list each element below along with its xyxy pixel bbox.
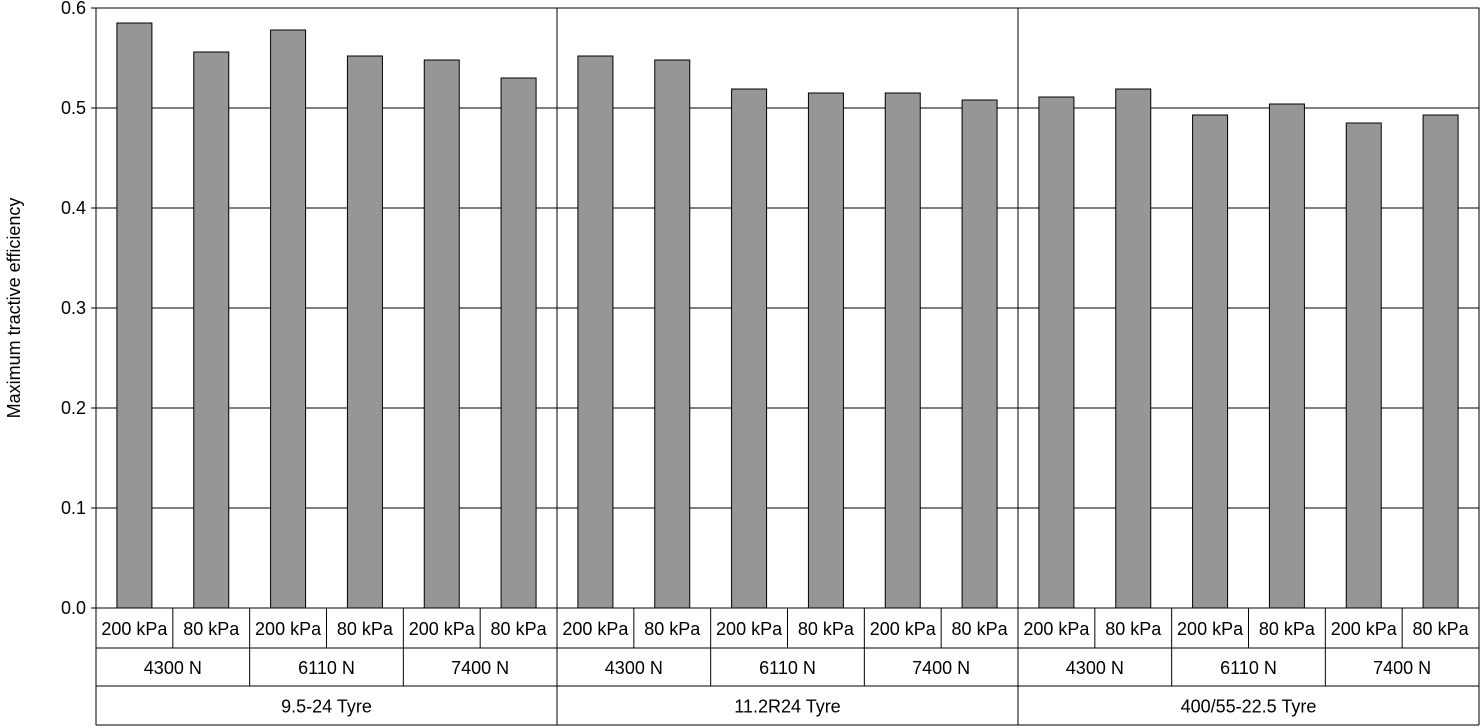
y-tick-label: 0.2 bbox=[61, 398, 86, 418]
tyre-label: 400/55-22.5 Tyre bbox=[1181, 697, 1317, 717]
bar bbox=[423, 59, 460, 609]
load-label: 6110 N bbox=[298, 658, 355, 678]
pressure-label: 80 kPa bbox=[644, 619, 701, 639]
bar bbox=[270, 29, 307, 609]
bar bbox=[731, 88, 768, 609]
y-tick-label: 0.3 bbox=[61, 298, 86, 318]
y-axis: 0.0 0.1 0.2 0.3 0.4 0.5 0.6 bbox=[61, 0, 96, 618]
pressure-label: 80 kPa bbox=[183, 619, 240, 639]
pressure-label: 200 kPa bbox=[101, 619, 168, 639]
bars bbox=[116, 22, 1459, 609]
bar bbox=[116, 22, 153, 609]
bar bbox=[884, 92, 921, 609]
pressure-label: 80 kPa bbox=[798, 619, 855, 639]
y-tick-label: 0.5 bbox=[61, 98, 86, 118]
pressure-label: 200 kPa bbox=[409, 619, 476, 639]
bar bbox=[1268, 103, 1305, 609]
bar bbox=[961, 99, 998, 609]
load-label: 7400 N bbox=[1373, 658, 1431, 678]
y-tick-label: 0.0 bbox=[61, 598, 86, 618]
bar bbox=[500, 77, 537, 609]
bar bbox=[577, 55, 614, 609]
load-label: 4300 N bbox=[144, 658, 202, 678]
bar bbox=[193, 51, 230, 609]
bar bbox=[807, 92, 844, 609]
bar bbox=[1422, 114, 1459, 609]
load-label: 7400 N bbox=[451, 658, 509, 678]
load-label: 7400 N bbox=[912, 658, 970, 678]
pressure-label: 200 kPa bbox=[562, 619, 629, 639]
pressure-label: 200 kPa bbox=[1177, 619, 1244, 639]
tyre-label: 11.2R24 Tyre bbox=[734, 697, 840, 717]
bar bbox=[1038, 96, 1075, 609]
pressure-label: 200 kPa bbox=[716, 619, 783, 639]
bar bbox=[654, 59, 691, 609]
x-axis-categories: 200 kPa 80 kPa 200 kPa 80 kPa 200 kPa 80 kPa 2… bbox=[95, 608, 1480, 726]
bar bbox=[1345, 122, 1382, 609]
y-tick-label: 0.6 bbox=[61, 0, 86, 18]
bar bbox=[346, 55, 383, 609]
pressure-label: 80 kPa bbox=[491, 619, 548, 639]
pressure-label: 200 kPa bbox=[1023, 619, 1090, 639]
load-label: 6110 N bbox=[1220, 658, 1277, 678]
bar bbox=[1192, 114, 1229, 609]
load-label: 4300 N bbox=[1066, 658, 1124, 678]
load-label: 4300 N bbox=[605, 658, 663, 678]
tyre-label: 9.5-24 Tyre bbox=[281, 697, 372, 717]
y-tick-label: 0.4 bbox=[61, 198, 86, 218]
pressure-label: 80 kPa bbox=[1259, 619, 1316, 639]
pressure-label: 200 kPa bbox=[1331, 619, 1398, 639]
bar bbox=[1115, 88, 1152, 609]
y-tick-label: 0.1 bbox=[61, 498, 86, 518]
pressure-label: 200 kPa bbox=[255, 619, 322, 639]
pressure-label: 80 kPa bbox=[1413, 619, 1470, 639]
pressure-label: 80 kPa bbox=[1105, 619, 1162, 639]
pressure-label: 80 kPa bbox=[952, 619, 1009, 639]
load-label: 6110 N bbox=[759, 658, 816, 678]
pressure-label: 200 kPa bbox=[870, 619, 937, 639]
y-axis-title: Maximum tractive efficiency bbox=[4, 198, 24, 419]
pressure-label: 80 kPa bbox=[337, 619, 394, 639]
